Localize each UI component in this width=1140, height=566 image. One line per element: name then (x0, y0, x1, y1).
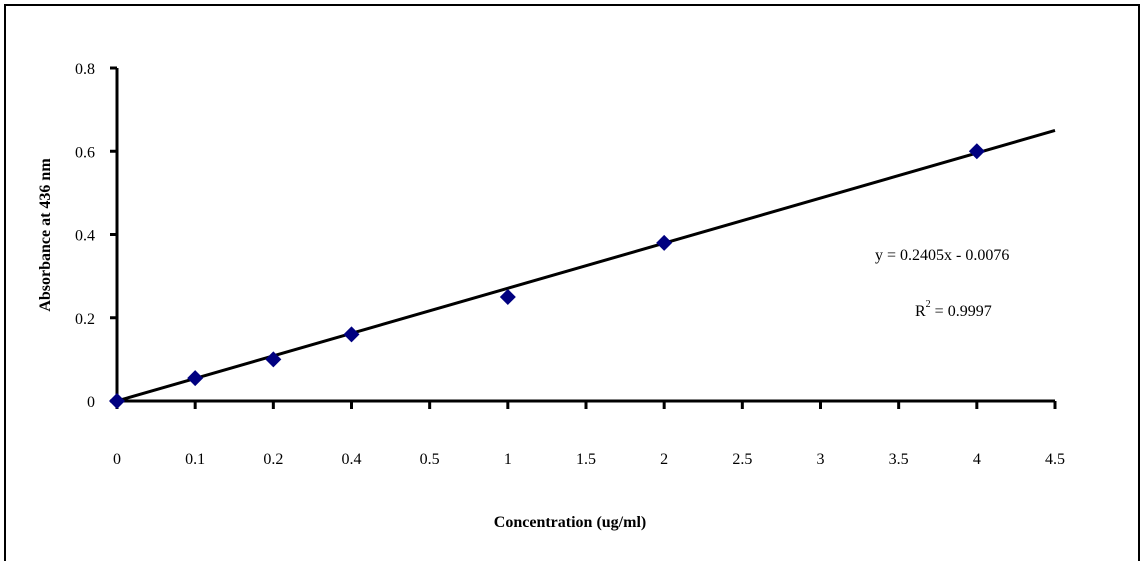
x-tick-label: 1.5 (576, 451, 596, 468)
y-tick-label: 0.8 (75, 61, 95, 78)
chart-border (4, 4, 1140, 566)
x-tick-label: 4.5 (1045, 451, 1065, 468)
data-point (343, 326, 360, 343)
data-point (109, 393, 125, 409)
trendline (116, 128, 1056, 403)
x-tick-label: 2 (660, 451, 668, 468)
x-tick-label: 3 (817, 451, 825, 468)
x-tick-label: 3.5 (889, 451, 909, 468)
y-axis-title: Absorbance at 436 nm (37, 158, 54, 312)
data-point (499, 288, 516, 305)
data-point (968, 143, 985, 160)
y-tick-label: 0.2 (75, 311, 95, 328)
r-power: 2 (926, 299, 931, 310)
equation: y = 0.2405x - 0.0076 (875, 247, 1009, 264)
x-axis-title: Concentration (ug/ml) (494, 514, 646, 531)
r-value: = 0.9997 (935, 303, 992, 320)
data-point (187, 370, 204, 387)
x-tick-label: 2.5 (732, 451, 752, 468)
x-tick-label: 0.5 (420, 451, 440, 468)
y-tick-label: 0 (87, 394, 95, 411)
r-squared: R2 = 0.9997 (915, 299, 992, 320)
r-symbol: R (915, 303, 926, 320)
x-tick-label: 0.2 (263, 451, 283, 468)
data-point (265, 351, 282, 368)
x-tick-label: 0 (113, 451, 121, 468)
y-tick-label: 0.4 (75, 228, 95, 245)
x-tick-label: 4 (973, 451, 981, 468)
x-tick-label: 0.1 (185, 451, 205, 468)
data-point (656, 234, 673, 251)
x-tick-label: 0.4 (342, 451, 362, 468)
x-tick-label: 1 (504, 451, 512, 468)
y-tick-label: 0.6 (75, 144, 95, 161)
